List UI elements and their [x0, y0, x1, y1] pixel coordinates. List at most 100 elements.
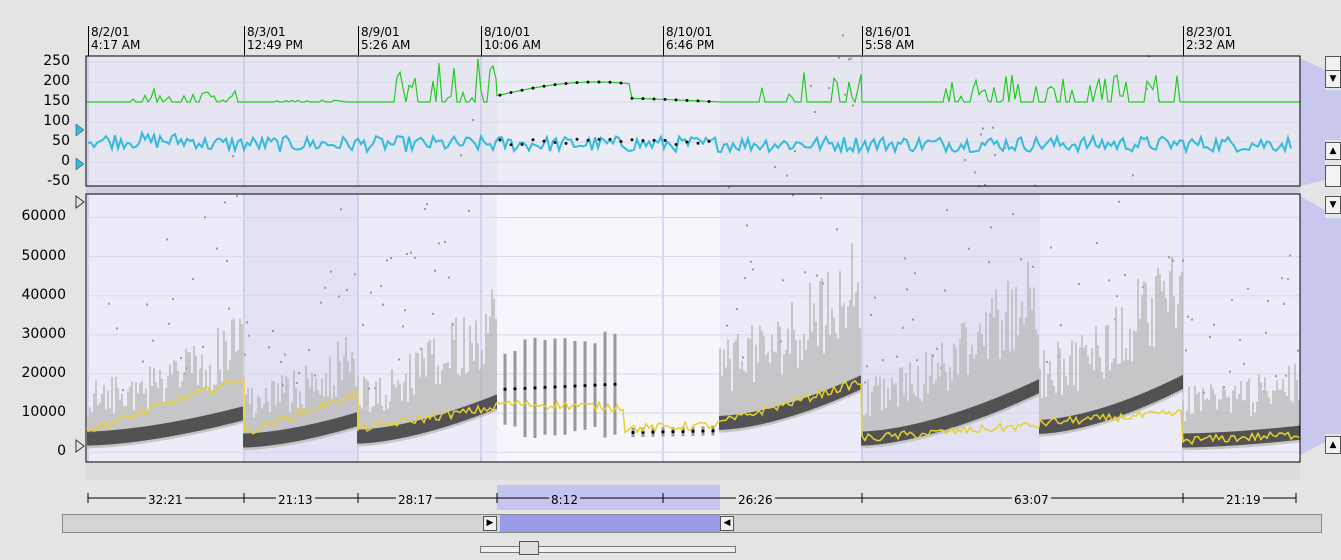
horizontal-scrollbar[interactable]: [62, 514, 1322, 533]
time-marker-date: 8/16/01: [865, 25, 912, 39]
median-dot: [543, 385, 547, 390]
scatter-point: [848, 58, 850, 61]
bottom-base-marker: [75, 439, 85, 453]
cyan-sample-dot: [619, 139, 623, 143]
scatter-point: [1012, 213, 1014, 216]
scatter-point: [1114, 318, 1116, 321]
green-series-line: [86, 58, 1300, 104]
scatter-point: [974, 171, 976, 174]
scatter-point: [434, 269, 436, 272]
green-sample-dot: [575, 81, 579, 85]
median-dot: [603, 383, 607, 387]
time-marker: 8/23/01 2:32 AM: [1183, 26, 1235, 56]
scatter-point: [460, 154, 462, 157]
green-sample-dot: [520, 88, 524, 92]
scatter-point: [1142, 285, 1144, 288]
scatter-point: [368, 387, 370, 390]
scatter-point: [1124, 274, 1126, 277]
scatter-point: [746, 224, 748, 227]
cyan-sample-dot: [674, 142, 678, 146]
bottom-y-tick-label: 20000: [21, 364, 66, 381]
duration-label: 26:26: [736, 493, 775, 507]
mean-line: [87, 378, 1301, 446]
time-marker: 8/3/01 12:49 PM: [244, 26, 303, 56]
bottom-y-tick-label: 40000: [21, 286, 66, 303]
scatter-point: [1265, 331, 1267, 334]
top-y-tick-label: 50: [52, 133, 70, 149]
scatter-point: [410, 251, 412, 254]
bottom-scroll-down-button[interactable]: ▼: [1325, 196, 1341, 214]
duration-label: 32:21: [146, 493, 185, 507]
bottom-scroll-up-button[interactable]: ▲: [1325, 436, 1341, 454]
scatter-point: [282, 384, 284, 387]
green-sample-dot: [564, 81, 568, 85]
green-sample-dot: [652, 97, 656, 101]
median-dot: [711, 429, 715, 433]
scatter-point: [774, 165, 776, 168]
scatter-point: [904, 257, 906, 260]
median-dot: [513, 387, 517, 391]
time-marker-date: 8/10/01: [666, 25, 713, 39]
scatter-point: [1263, 390, 1265, 393]
scatter-point: [452, 323, 454, 326]
scatter-point: [1108, 279, 1110, 282]
scatter-point: [380, 284, 382, 287]
median-dot: [583, 383, 587, 388]
bottom-vertical-scrollbar[interactable]: [1325, 218, 1341, 434]
scatter-point: [424, 208, 426, 211]
green-sample-dot: [663, 97, 667, 101]
scatter-point: [944, 289, 946, 292]
cyan-sample-dot: [630, 138, 634, 142]
scatter-point: [866, 365, 868, 368]
top-scroll-handle[interactable]: [1325, 165, 1341, 187]
scatter-point: [284, 353, 286, 356]
time-marker: 8/10/01 6:46 PM: [663, 25, 715, 56]
scatter-point: [448, 276, 450, 279]
top-scroll-up-arrow[interactable]: ▲: [1325, 142, 1341, 160]
lower-threshold-marker: [75, 157, 85, 171]
bottom-top-marker: [75, 195, 85, 209]
scatter-point: [248, 334, 250, 337]
scatter-point: [320, 301, 322, 304]
scatter-point: [232, 155, 234, 158]
scatter-point: [1168, 256, 1170, 259]
scatter-point: [166, 238, 168, 241]
scatter-point: [432, 312, 434, 315]
time-marker: 8/2/01 4:17 AM: [88, 26, 140, 56]
scatter-point: [116, 327, 118, 330]
scatter-point: [146, 303, 148, 306]
scatter-point: [168, 322, 170, 325]
cyan-sample-dot: [608, 137, 612, 141]
scatter-point: [122, 389, 124, 392]
scatter-point: [932, 354, 934, 357]
scatter-point: [1182, 259, 1184, 262]
scatter-point: [244, 353, 246, 356]
median-dot: [523, 386, 527, 390]
scroll-left-button[interactable]: ▶: [483, 516, 497, 531]
scatter-point: [1020, 258, 1022, 261]
scroll-right-button[interactable]: ◀: [720, 516, 734, 531]
scatter-point: [1203, 391, 1205, 394]
top-vertical-scrollbar[interactable]: [1325, 90, 1341, 140]
scroll-thumb[interactable]: [500, 515, 720, 532]
scatter-point: [172, 298, 174, 301]
zoom-slider-track[interactable]: [480, 546, 736, 553]
green-sample-dot: [608, 80, 612, 84]
zoom-slider-thumb[interactable]: [519, 541, 539, 555]
scatter-point: [142, 360, 144, 363]
scatter-point: [308, 349, 310, 352]
time-marker: 8/9/01 5:26 AM: [358, 26, 410, 56]
scatter-point: [1289, 254, 1291, 257]
scatter-point: [940, 367, 942, 370]
scatter-point: [1285, 374, 1287, 377]
time-marker-date: 8/10/01: [484, 25, 531, 39]
scatter-point: [1231, 298, 1233, 301]
top-scroll-down-button[interactable]: ▼: [1325, 70, 1341, 88]
cyan-sample-dot: [531, 138, 535, 142]
scatter-point: [224, 201, 226, 204]
time-marker-time: 6:46 PM: [666, 38, 715, 52]
median-dot: [631, 430, 635, 435]
scatter-point: [1187, 315, 1189, 318]
scatter-point: [386, 259, 388, 262]
duration-label: 8:12: [549, 493, 580, 507]
